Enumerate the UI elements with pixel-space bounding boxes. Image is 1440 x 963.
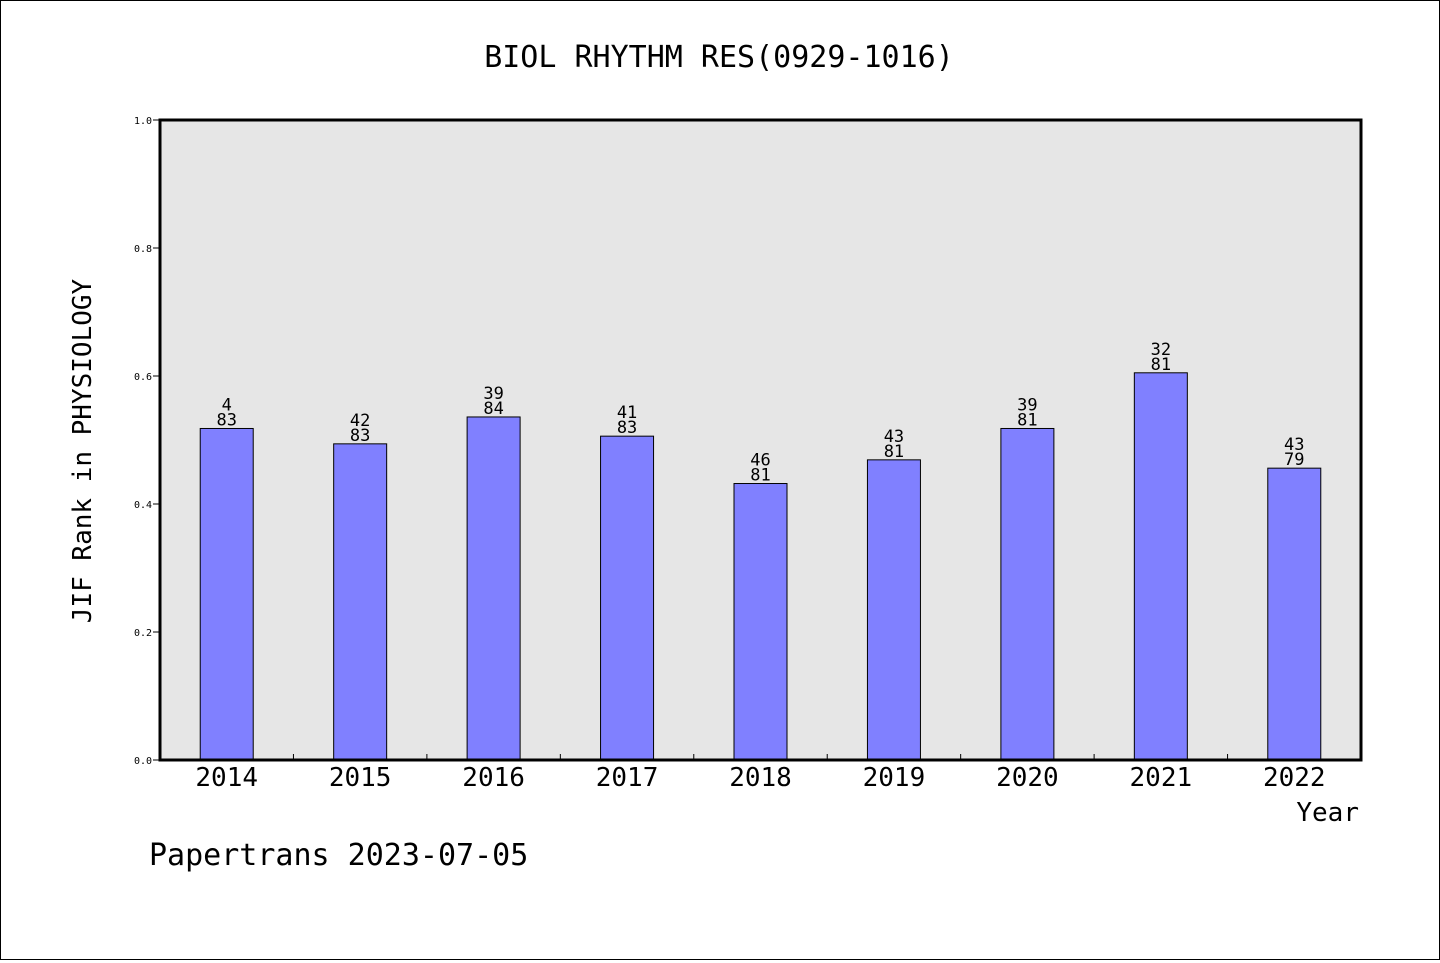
x-axis-label: Year: [1296, 798, 1359, 828]
y-tick-label: 1.0: [134, 116, 152, 127]
bar-total-label: 79: [1284, 450, 1304, 470]
chart-title: BIOL RHYTHM RES(0929-1016): [484, 40, 954, 75]
bar-2016: [466, 416, 521, 761]
bar-2022: [1267, 467, 1322, 761]
bar-total-label: 81: [1017, 410, 1037, 430]
x-tick-label: 2017: [596, 763, 659, 793]
bar-rank-label: 39: [483, 384, 503, 404]
bar-rank-label: 4: [222, 395, 232, 415]
y-tick-label: 0.2: [134, 628, 152, 639]
y-axis: 0.0 0.2 0.4 0.6 0.8 1.0: [134, 116, 160, 767]
x-tick-label: 2018: [729, 763, 792, 793]
bar-rank-label: 41: [617, 403, 637, 423]
bar-rank-label: 46: [750, 451, 770, 471]
bar-2017: [600, 435, 655, 761]
bar-total-label: 83: [216, 410, 236, 430]
bar-rank-label: 39: [1017, 395, 1037, 415]
bar-2021: [1133, 372, 1188, 761]
x-tick-label: 2016: [462, 763, 525, 793]
plot-border: [158, 118, 1363, 762]
bar-total-label: 83: [617, 418, 637, 438]
x-tick-label: 2020: [996, 763, 1059, 793]
bar-2015: [333, 443, 388, 761]
bar-2019: [866, 459, 921, 761]
bar-total-label: 83: [350, 426, 370, 446]
bars: [199, 372, 1322, 761]
footer-credit: Papertrans 2023-07-05: [149, 838, 528, 873]
bar-2014: [199, 427, 254, 761]
bar-rank-label: 32: [1151, 340, 1171, 360]
y-tick-label: 0.8: [134, 244, 152, 255]
y-tick-label: 0.4: [134, 500, 152, 511]
bar-2018: [733, 483, 788, 761]
bar-total-label: 84: [483, 399, 503, 419]
bar-rank-label: 43: [884, 427, 904, 447]
x-tick-label: 2014: [195, 763, 258, 793]
y-axis-label: JIF Rank in PHYSIOLOGY: [68, 278, 98, 623]
bar-total-label: 81: [750, 466, 770, 486]
bar-rank-label: 42: [350, 411, 370, 431]
x-axis: 2014 2015 2016 2017 2018 2019 2020 2021 2022: [195, 754, 1326, 793]
bar-total-label: 81: [1151, 355, 1171, 375]
x-tick-label: 2019: [863, 763, 926, 793]
x-tick-label: 2015: [329, 763, 392, 793]
bar-total-label: 81: [884, 442, 904, 462]
y-tick-label: 0.6: [134, 372, 152, 383]
bar-2020: [1000, 427, 1055, 761]
bar-rank-label: 43: [1284, 435, 1304, 455]
y-tick-label: 0.0: [134, 756, 152, 767]
x-tick-label: 2022: [1263, 763, 1326, 793]
x-tick-label: 2021: [1130, 763, 1193, 793]
